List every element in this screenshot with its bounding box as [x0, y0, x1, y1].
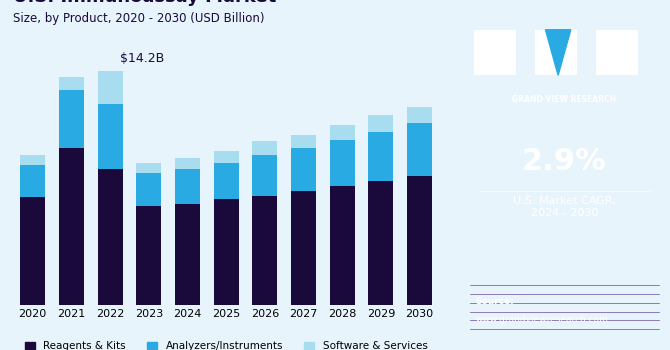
FancyBboxPatch shape: [596, 30, 639, 75]
Bar: [98, 104, 123, 169]
Bar: [98, 169, 123, 304]
Bar: [20, 197, 46, 304]
Bar: [407, 176, 432, 304]
Bar: [175, 204, 200, 304]
Bar: [252, 155, 277, 196]
Bar: [98, 71, 123, 104]
Bar: [175, 158, 200, 169]
Bar: [369, 181, 393, 304]
Bar: [369, 132, 393, 181]
Polygon shape: [545, 30, 571, 75]
Bar: [407, 123, 432, 176]
Bar: [59, 148, 84, 304]
Bar: [330, 125, 354, 140]
Bar: [136, 163, 161, 173]
Legend: Reagents & Kits, Analyzers/Instruments, Software & Services: Reagents & Kits, Analyzers/Instruments, …: [21, 337, 431, 350]
Bar: [214, 199, 239, 304]
Bar: [330, 140, 354, 186]
FancyBboxPatch shape: [535, 30, 577, 75]
Bar: [136, 206, 161, 304]
Bar: [20, 155, 46, 164]
Bar: [214, 151, 239, 163]
Bar: [330, 186, 354, 304]
Text: Source:: Source:: [476, 298, 515, 307]
Bar: [252, 196, 277, 304]
Bar: [291, 148, 316, 191]
Text: GRAND VIEW RESEARCH: GRAND VIEW RESEARCH: [513, 94, 616, 104]
Bar: [136, 173, 161, 206]
Bar: [407, 107, 432, 123]
Text: Size, by Product, 2020 - 2030 (USD Billion): Size, by Product, 2020 - 2030 (USD Billi…: [13, 12, 265, 25]
Text: www.grandviewresearch.com: www.grandviewresearch.com: [476, 315, 609, 324]
FancyBboxPatch shape: [474, 30, 516, 75]
Text: U.S. Immunoassay Market: U.S. Immunoassay Market: [13, 0, 277, 6]
Bar: [59, 77, 84, 90]
Bar: [252, 141, 277, 155]
Bar: [291, 135, 316, 148]
Text: 2.9%: 2.9%: [522, 147, 607, 176]
Bar: [214, 163, 239, 199]
Text: U.S. Market CAGR,
2024 - 2030: U.S. Market CAGR, 2024 - 2030: [513, 196, 616, 218]
Text: $14.2B: $14.2B: [120, 51, 164, 64]
Bar: [175, 169, 200, 204]
Bar: [369, 115, 393, 132]
Bar: [59, 90, 84, 148]
Bar: [291, 191, 316, 304]
Bar: [20, 164, 46, 197]
